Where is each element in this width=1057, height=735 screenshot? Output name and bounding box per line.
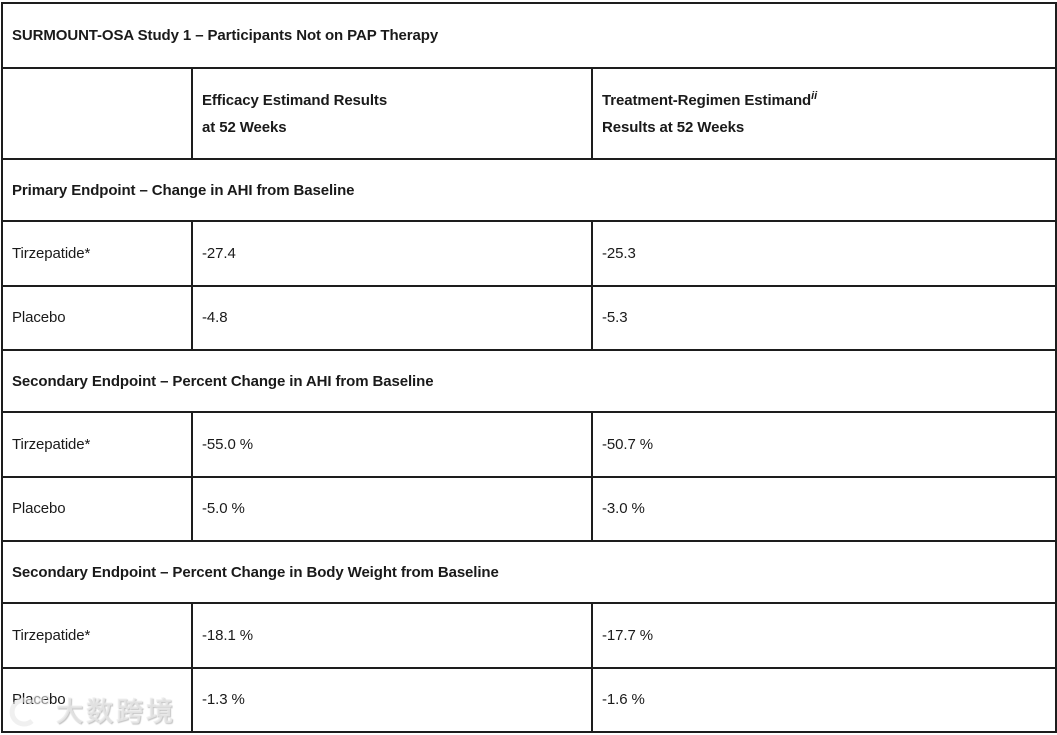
col-header-treatment-text: Treatment-Regimen Estimand [602,91,812,109]
value-cell-efficacy: -1.3 % [191,666,593,734]
table-row: Tirzepatide* -55.0 % -50.7 % [1,411,1057,478]
value-cell-efficacy: -4.8 [191,284,593,352]
col-header-efficacy: Efficacy Estimand Results at 52 Weeks [191,67,593,161]
footnote-superscript: ii [811,89,818,102]
row-label: Placebo [1,284,193,352]
row-label: Placebo [1,475,193,543]
value-cell-treatment: -25.3 [591,220,1057,287]
col-header-empty [1,67,193,161]
value-cell-treatment: -1.6 % [591,666,1057,734]
value-cell-treatment: -5.3 [591,284,1057,352]
row-label: Tirzepatide* [1,411,193,478]
value-cell-efficacy: -55.0 % [191,411,593,478]
table-title: SURMOUNT-OSA Study 1 – Participants Not … [1,1,1057,70]
table-row: Tirzepatide* -18.1 % -17.7 % [1,602,1057,669]
table-row: Tirzepatide* -27.4 -25.3 [1,220,1057,287]
section-header-primary-ahi: Primary Endpoint – Change in AHI from Ba… [1,158,1057,223]
table-row: Placebo -5.0 % -3.0 % [1,475,1057,543]
col-header-treatment-line2: Results at 52 Weeks [602,118,745,136]
value-cell-treatment: -17.7 % [591,602,1057,669]
row-label: Tirzepatide* [1,220,193,287]
section-header-secondary-bodyweight: Secondary Endpoint – Percent Change in B… [1,540,1057,605]
value-cell-efficacy: -27.4 [191,220,593,287]
row-label: Placebo [1,666,193,734]
col-header-efficacy-line1: Efficacy Estimand Results [202,91,388,109]
col-header-treatment: Treatment-Regimen Estimandii Results at … [591,67,1057,161]
value-cell-efficacy: -5.0 % [191,475,593,543]
col-header-efficacy-line2: at 52 Weeks [202,118,287,136]
section-header-secondary-ahi-percent: Secondary Endpoint – Percent Change in A… [1,349,1057,414]
value-cell-treatment: -3.0 % [591,475,1057,543]
value-cell-treatment: -50.7 % [591,411,1057,478]
value-cell-efficacy: -18.1 % [191,602,593,669]
table-row: Placebo -4.8 -5.3 [1,284,1057,352]
table-row: Placebo -1.3 % -1.6 % [1,666,1057,734]
col-header-treatment-line1: Treatment-Regimen Estimandii [602,87,1055,114]
row-label: Tirzepatide* [1,602,193,669]
